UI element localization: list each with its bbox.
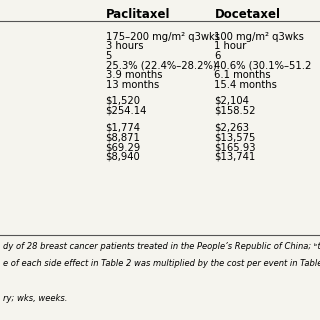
Text: $8,940: $8,940 <box>106 152 140 162</box>
Text: dy of 28 breast cancer patients treated in the People’s Republic of China; ᵇt: dy of 28 breast cancer patients treated … <box>3 242 320 251</box>
Text: 6.1 months: 6.1 months <box>214 70 271 80</box>
Text: $165.93: $165.93 <box>214 142 256 152</box>
Text: 13 months: 13 months <box>106 80 159 90</box>
Text: e of each side effect in Table 2 was multiplied by the cost per event in Table: e of each side effect in Table 2 was mul… <box>3 259 320 268</box>
Text: 40.6% (30.1%–51.2: 40.6% (30.1%–51.2 <box>214 60 312 71</box>
Text: 5: 5 <box>106 51 112 61</box>
Text: 25.3% (22.4%–28.2%): 25.3% (22.4%–28.2%) <box>106 60 216 71</box>
Text: $69.29: $69.29 <box>106 142 141 152</box>
Text: 175–200 mg/m² q3wks: 175–200 mg/m² q3wks <box>106 32 220 42</box>
Text: Paclitaxel: Paclitaxel <box>106 8 170 21</box>
Text: 3 hours: 3 hours <box>106 41 143 52</box>
Text: $8,871: $8,871 <box>106 132 140 143</box>
Text: $13,575: $13,575 <box>214 132 256 143</box>
Text: 100 mg/m² q3wks: 100 mg/m² q3wks <box>214 32 304 42</box>
Text: $13,741: $13,741 <box>214 152 256 162</box>
Text: $1,520: $1,520 <box>106 96 140 106</box>
Text: ry; wks, weeks.: ry; wks, weeks. <box>3 294 68 303</box>
Text: 3.9 months: 3.9 months <box>106 70 162 80</box>
Text: 1 hour: 1 hour <box>214 41 247 52</box>
Text: Docetaxel: Docetaxel <box>214 8 280 21</box>
Text: $158.52: $158.52 <box>214 105 256 116</box>
Text: $1,774: $1,774 <box>106 123 140 133</box>
Text: $2,104: $2,104 <box>214 96 249 106</box>
Text: 15.4 months: 15.4 months <box>214 80 277 90</box>
Text: $2,263: $2,263 <box>214 123 249 133</box>
Text: 6: 6 <box>214 51 221 61</box>
Text: $254.14: $254.14 <box>106 105 147 116</box>
